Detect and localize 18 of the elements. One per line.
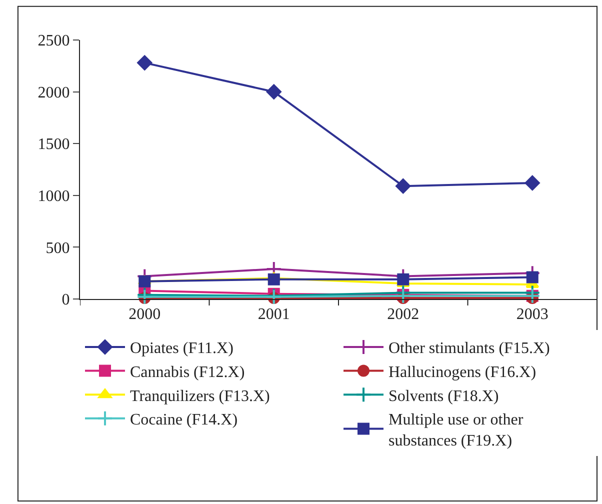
legend-label: Multiple use or other substances (F19.X) [388,412,524,450]
y-tick-label: 500 [46,240,70,257]
x-tick-label: 2003 [516,306,548,324]
legend-label: Cannabis (F12.X) [130,364,245,382]
legend-label: Cocaine (F14.X) [130,412,238,429]
y-tick-label: 1500 [38,136,70,154]
y-tick-label: 2500 [38,32,70,50]
y-tick-label: 0 [62,292,70,309]
legend-label: Opiates (F11.X) [130,340,234,358]
y-tick-label: 1000 [38,188,70,205]
legend-label: Hallucinogens (F16.X) [388,364,536,382]
x-tick-label: 2002 [387,306,420,324]
y-tick-label: 2000 [38,84,70,102]
legend-label: Tranquilizers (F13.X) [130,388,270,405]
legend-label: Other stimulants (F15.X) [388,340,550,358]
x-tick-label: 2001 [258,306,290,324]
x-tick-label: 2000 [128,306,161,324]
legend-label: Solvents (F18.X) [388,388,499,405]
